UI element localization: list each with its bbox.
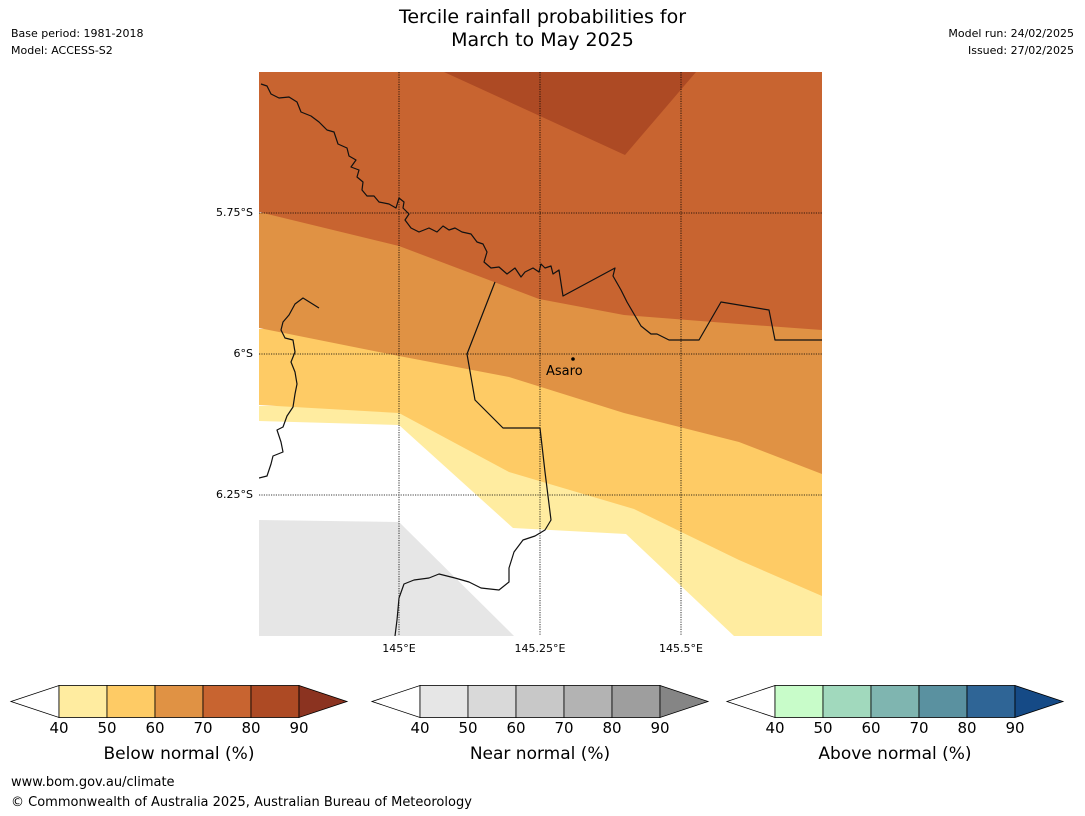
boundary-north xyxy=(260,83,822,341)
colorbar-title: Above normal (%) xyxy=(818,744,972,764)
colorbar-tick-label: 90 xyxy=(650,719,670,737)
colorbar-tick-label: 40 xyxy=(410,719,430,737)
below-70-80-region xyxy=(259,72,822,330)
model-run-text: Model run: 24/02/2025 xyxy=(948,27,1074,40)
colorbar-over-triangle xyxy=(1014,684,1065,719)
colorbar-1 xyxy=(370,684,710,719)
base-period-text: Base period: 1981-2018 xyxy=(11,27,144,40)
colorbar-title: Near normal (%) xyxy=(469,744,611,764)
colorbar-under-triangle xyxy=(370,684,421,719)
footer-url: www.bom.gov.au/climate xyxy=(11,775,175,790)
colorbar-segment xyxy=(202,685,252,718)
colorbar-tick-label: 50 xyxy=(813,719,833,737)
probability-map xyxy=(259,72,822,636)
colorbar-tick-label: 90 xyxy=(289,719,309,737)
colorbar-tick-label: 60 xyxy=(506,719,526,737)
colorbar-tick-label: 40 xyxy=(765,719,785,737)
colorbar-tick-label: 50 xyxy=(458,719,478,737)
colorbar-tick-label: 80 xyxy=(602,719,622,737)
below-80-90-region xyxy=(444,72,696,155)
colorbar-tick-label: 90 xyxy=(1005,719,1025,737)
colorbar-2 xyxy=(725,684,1065,719)
title-line-1: Tercile rainfall probabilities for xyxy=(398,6,687,28)
colorbar-0 xyxy=(9,684,349,719)
colorbar-tick-label: 60 xyxy=(145,719,165,737)
colorbar-segment xyxy=(870,685,920,718)
near-normal-40-50-region xyxy=(259,520,514,636)
colorbar-segment xyxy=(106,685,156,718)
gridlines xyxy=(259,72,822,636)
colorbar-tick-label: 40 xyxy=(49,719,69,737)
lon-label: 145°E xyxy=(382,642,416,655)
title-line-2: March to May 2025 xyxy=(451,29,634,51)
asaro-marker xyxy=(571,357,575,361)
lat-label: 6.25°S xyxy=(216,488,253,501)
colorbar-segment xyxy=(774,685,824,718)
colorbar-tick-label: 80 xyxy=(241,719,261,737)
colorbar-segment xyxy=(250,685,300,718)
place-label-asaro: Asaro xyxy=(546,364,583,379)
boundary-inner xyxy=(394,281,552,636)
colorbar-tick-label: 80 xyxy=(957,719,977,737)
header-left: Base period: 1981-2018 Model: ACCESS-S2 xyxy=(11,25,143,59)
colorbar-segment xyxy=(515,685,565,718)
colorbar-over-triangle xyxy=(298,684,349,719)
colorbar-segment xyxy=(822,685,872,718)
model-text: Model: ACCESS-S2 xyxy=(11,44,113,57)
colorbar-segment xyxy=(563,685,613,718)
province-boundaries xyxy=(259,83,822,636)
lon-label: 145.25°E xyxy=(514,642,566,655)
lat-label: 6°S xyxy=(233,347,253,360)
colorbar-tick-label: 70 xyxy=(193,719,213,737)
colorbar-segment xyxy=(154,685,204,718)
colorbar-segment xyxy=(918,685,968,718)
colorbar-segment xyxy=(966,685,1016,718)
issued-text: Issued: 27/02/2025 xyxy=(967,44,1074,57)
map-title: Tercile rainfall probabilities for March… xyxy=(0,6,1085,52)
header-right: Model run: 24/02/2025 Issued: 27/02/2025 xyxy=(948,25,1074,59)
colorbar-segment xyxy=(419,685,469,718)
colorbar-tick-label: 70 xyxy=(554,719,574,737)
lon-label: 145.5°E xyxy=(659,642,703,655)
colorbar-under-triangle xyxy=(9,684,60,719)
colorbar-segment xyxy=(611,685,661,718)
colorbar-over-triangle xyxy=(659,684,710,719)
footer-copyright: © Commonwealth of Australia 2025, Austra… xyxy=(11,795,472,810)
colorbar-segment xyxy=(58,685,108,718)
colorbar-title: Below normal (%) xyxy=(103,744,255,764)
boundary-west xyxy=(259,297,320,479)
colorbar-under-triangle xyxy=(725,684,776,719)
colorbar-tick-label: 50 xyxy=(97,719,117,737)
lat-label: 5.75°S xyxy=(216,206,253,219)
colorbar-tick-label: 60 xyxy=(861,719,881,737)
footer: www.bom.gov.au/climate © Commonwealth of… xyxy=(11,773,472,813)
colorbar-tick-label: 70 xyxy=(909,719,929,737)
colorbar-segment xyxy=(467,685,517,718)
